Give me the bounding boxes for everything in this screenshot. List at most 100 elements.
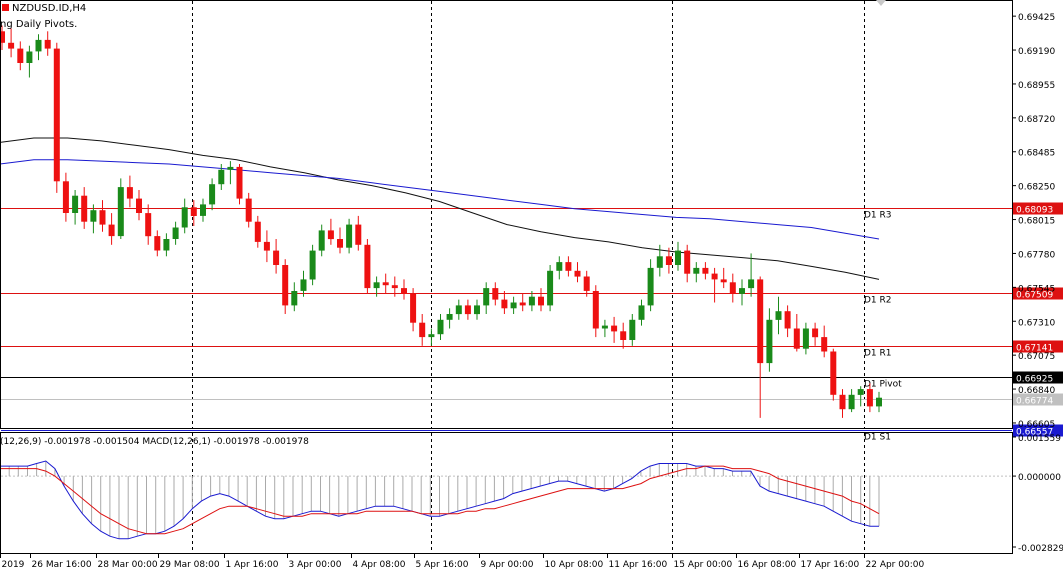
price-tick-label: 0.68250 <box>1018 183 1055 193</box>
price-tick-label: 0.68015 <box>1018 217 1055 227</box>
time-tick-label: 28 Mar 00:00 <box>98 560 158 570</box>
candle-body <box>866 389 873 407</box>
price-tick-label: 0.67780 <box>1018 250 1055 260</box>
candle-body <box>318 230 325 251</box>
candle-body <box>337 239 343 248</box>
candle-body <box>428 334 435 338</box>
candle-body <box>446 314 453 320</box>
candle-body <box>830 351 837 395</box>
symbol-header: NZDUSD.ID,H4 <box>2 3 86 14</box>
candle-body <box>35 39 42 52</box>
candle-body <box>848 394 855 410</box>
main-pane-border <box>0 0 1013 429</box>
candle-body <box>729 282 736 294</box>
indicator-label: ng Daily Pivots. <box>0 19 78 30</box>
candle-body <box>574 270 581 277</box>
ma-slow-line <box>0 159 880 240</box>
candle-body <box>355 224 362 245</box>
symbol-label: NZDUSD.ID,H4 <box>12 3 87 14</box>
candle-body <box>821 337 828 352</box>
candle-body <box>62 181 69 213</box>
candle-body <box>209 184 216 205</box>
candle-body <box>812 328 819 338</box>
candle-body <box>793 328 800 349</box>
price-tick-label: 0.66605 <box>1018 420 1055 430</box>
candle-body <box>44 39 51 49</box>
pivot-level-label: D1 Pivot <box>864 380 902 390</box>
candle-body <box>117 187 124 237</box>
candle-body <box>857 389 864 395</box>
time-tick-label: 11 Apr 16:00 <box>609 560 668 570</box>
candle-body <box>291 291 298 306</box>
candle-body <box>483 288 490 306</box>
price-tick-label: 0.66840 <box>1018 386 1055 396</box>
price-tag-text: 0.67141 <box>1016 344 1053 354</box>
price-tick-label: 0.69425 <box>1018 13 1055 23</box>
candle-body <box>254 221 261 242</box>
candle-body <box>693 267 700 274</box>
candle-body <box>200 204 206 216</box>
candle-body <box>327 230 334 240</box>
candle-body <box>638 305 645 320</box>
candle-body <box>720 279 727 283</box>
candle-body <box>611 325 618 332</box>
candle-body <box>665 256 672 265</box>
candle-body <box>556 262 563 271</box>
macd-tick-label: -0.002829 <box>1018 544 1063 554</box>
candle-body <box>437 319 444 335</box>
candle-body <box>510 302 517 309</box>
candle-body <box>0 31 5 43</box>
candle-body <box>766 319 773 364</box>
candle-body <box>53 48 60 182</box>
time-tick-label: 26 Mar 16:00 <box>32 560 92 570</box>
macd-pane-border <box>0 432 1013 554</box>
candle-body <box>455 305 462 315</box>
candle-body <box>108 224 115 237</box>
candle-body <box>565 262 572 271</box>
shift-marker-icon[interactable] <box>876 0 886 6</box>
candle-body <box>136 198 142 213</box>
candle-body <box>592 291 599 329</box>
candle-body <box>391 285 398 289</box>
price-tick-label: 0.68720 <box>1018 115 1055 125</box>
current-price-tag-bg <box>1013 393 1063 406</box>
candle-body <box>601 325 608 329</box>
candle-body <box>172 227 179 239</box>
candle-body <box>17 48 24 63</box>
candle-body <box>739 288 745 294</box>
candlesticks <box>0 25 882 418</box>
price-tag-text: 0.66557 <box>1016 428 1053 438</box>
chart-frame <box>0 0 1013 554</box>
candle-body <box>218 169 225 185</box>
symbol-color-icon <box>2 4 9 11</box>
candle-body <box>501 299 508 309</box>
price-tag-bg <box>1013 202 1063 215</box>
macd-header: (12,26,9) -0.001978 -0.001504 MACD(12,26… <box>0 437 309 447</box>
candle-body <box>346 224 353 248</box>
time-tick-label: 5 Apr 16:00 <box>416 560 469 570</box>
time-tick-label: 4 Apr 08:00 <box>353 560 406 570</box>
macd-signal-line <box>0 465 880 535</box>
price-tag-text: 0.67509 <box>1016 291 1053 301</box>
candle-body <box>538 296 544 306</box>
time-tick-label: 15 Apr 00:00 <box>674 560 733 570</box>
candle-body <box>81 195 88 222</box>
price-axis: 0.68093 0.67509 0.67141 0.66925 0.66557 0.667… <box>1012 13 1063 554</box>
candle-body <box>273 250 280 265</box>
time-tick-label: 2019 <box>2 560 25 570</box>
macd-subwindow <box>0 460 1012 540</box>
candle-body <box>145 213 152 237</box>
candle-body <box>583 276 590 291</box>
candle-body <box>757 279 764 364</box>
candle-body <box>620 331 627 340</box>
price-tick-label: 0.67545 <box>1018 284 1055 294</box>
candle-body <box>876 397 882 407</box>
candle-body <box>675 250 681 265</box>
price-tag-bg <box>1013 371 1063 384</box>
candle-body <box>263 241 270 251</box>
candle-body <box>464 305 471 315</box>
candle-body <box>227 166 234 170</box>
candle-body <box>419 322 426 338</box>
candle-body <box>839 394 846 410</box>
